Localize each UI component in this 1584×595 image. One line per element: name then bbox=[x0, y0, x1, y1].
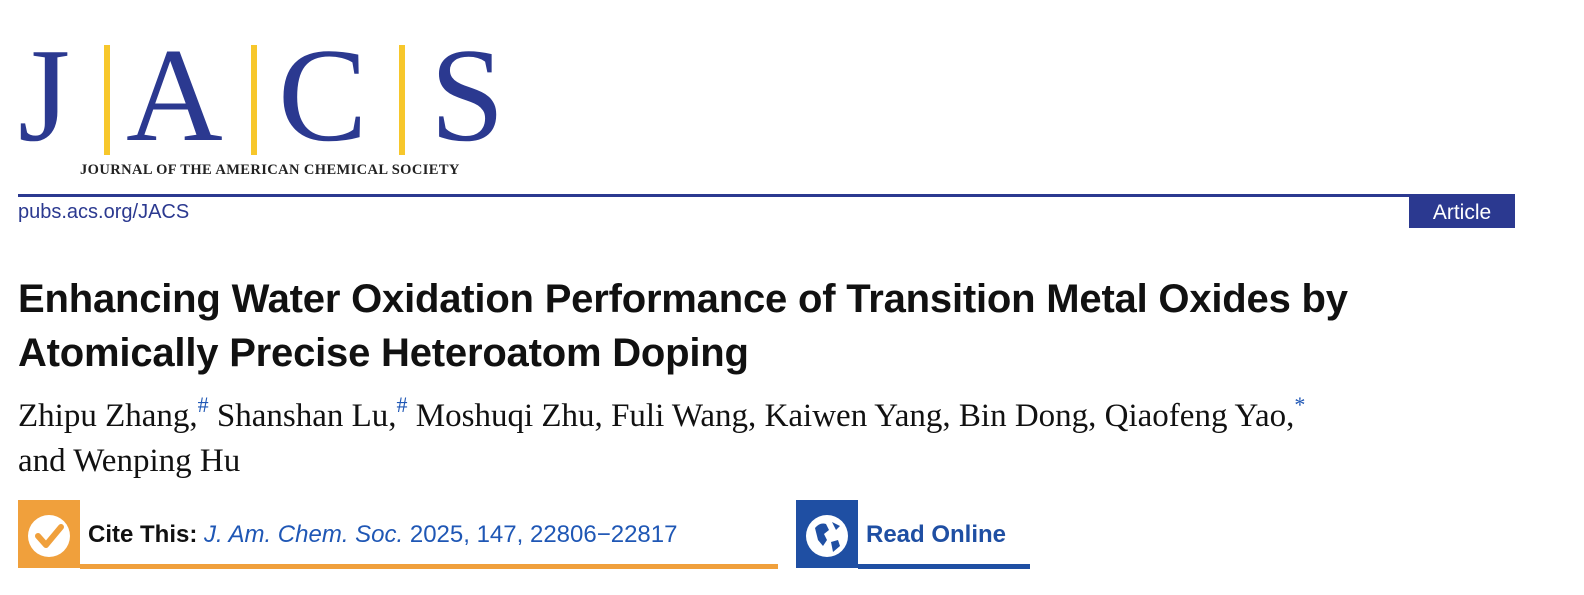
cite-label: Cite This: bbox=[88, 521, 198, 548]
read-online-link[interactable]: Read Online bbox=[866, 521, 1007, 548]
author-name: Bin Dong, bbox=[958, 398, 1097, 434]
author-name: Zhipu Zhang, bbox=[18, 398, 198, 434]
logo-divider bbox=[251, 45, 257, 155]
author-name: Fuli Wang, bbox=[611, 398, 757, 434]
logo-subtitle: JOURNAL OF THE AMERICAN CHEMICAL SOCIETY bbox=[80, 162, 460, 178]
article-title: Enhancing Water Oxidation Performance of… bbox=[18, 277, 1348, 375]
author-name: Moshuqi Zhu, bbox=[415, 398, 603, 434]
logo-divider bbox=[399, 45, 405, 155]
cite-box[interactable]: Cite This: J. Am. Chem. Soc. 2025, 147, … bbox=[88, 521, 677, 549]
logo-letter: C bbox=[278, 21, 368, 169]
logo-letter: A bbox=[126, 21, 223, 169]
cite-underline bbox=[80, 564, 778, 569]
author-mark[interactable]: # bbox=[197, 392, 209, 417]
author-mark[interactable]: # bbox=[396, 392, 408, 417]
logo-divider bbox=[104, 45, 110, 155]
author-name: Kaiwen Yang, bbox=[764, 398, 951, 434]
cite-icon[interactable] bbox=[18, 500, 80, 568]
author-name: and Wenping Hu bbox=[18, 443, 241, 479]
header-rule bbox=[18, 194, 1515, 197]
author-name: Qiaofeng Yao, bbox=[1104, 398, 1295, 434]
author-mark[interactable]: * bbox=[1294, 392, 1306, 417]
read-online-underline bbox=[858, 564, 1030, 569]
read-online-icon[interactable] bbox=[796, 500, 858, 568]
article-badge: Article bbox=[1409, 197, 1515, 228]
cite-journal[interactable]: J. Am. Chem. Soc. bbox=[204, 521, 404, 548]
cite-details[interactable]: 2025, 147, 22806−22817 bbox=[409, 521, 678, 548]
logo-letter: J bbox=[18, 21, 71, 169]
author-name: Shanshan Lu, bbox=[216, 398, 397, 434]
logo-letter: S bbox=[430, 21, 505, 169]
author-list: Zhipu Zhang,# Shanshan Lu,# Moshuqi Zhu,… bbox=[18, 394, 1558, 484]
journal-url[interactable]: pubs.acs.org/JACS bbox=[18, 201, 190, 223]
